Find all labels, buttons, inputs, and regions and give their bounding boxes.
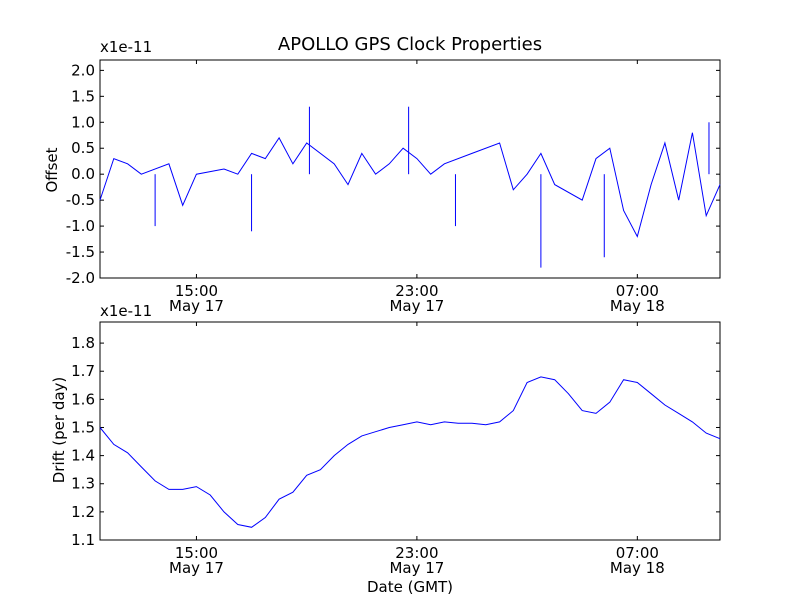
offset-ytick-label: 0.0 (71, 165, 95, 183)
drift-xtick-time: 23:00 (395, 544, 438, 562)
drift-y-axis-label: Drift (per day) (50, 377, 68, 484)
offset-y-multiplier: x1e-11 (100, 38, 152, 56)
drift-xtick-time: 07:00 (616, 544, 659, 562)
drift-ytick-label: 1.7 (71, 362, 95, 380)
offset-xtick-time: 23:00 (395, 282, 438, 300)
drift-ytick-label: 1.8 (71, 334, 95, 352)
drift-xtick-date: May 17 (389, 559, 444, 577)
chart-title: APOLLO GPS Clock Properties (278, 34, 542, 55)
offset-spikes (154, 106, 710, 268)
drift-ytick-label: 1.2 (71, 503, 95, 521)
offset-ytick-label: -2.0 (66, 269, 95, 287)
drift-y-multiplier: x1e-11 (100, 302, 152, 320)
drift-panel: Drift (per day) x1e-11 1.11.21.31.41.51.… (50, 302, 721, 577)
offset-ytick-label: -0.5 (66, 191, 95, 209)
drift-xtick-time: 15:00 (175, 544, 218, 562)
drift-ytick-label: 1.3 (71, 475, 95, 493)
offset-xtick-date: May 18 (610, 297, 665, 315)
offset-ytick-label: 2.0 (71, 61, 95, 79)
offset-ytick-label: -1.0 (66, 217, 95, 235)
offset-xtick-time: 07:00 (616, 282, 659, 300)
offset-series-line (99, 132, 721, 238)
drift-plot-frame (99, 321, 721, 541)
drift-ytick-labels: 1.1 1.2 1.3 1.4 1.5 1.6 1.7 1.8 (71, 334, 95, 549)
drift-xtick-date: May 18 (610, 559, 665, 577)
drift-ytick-label: 1.5 (71, 418, 95, 436)
offset-ytick-label: 1.0 (71, 113, 95, 131)
drift-ytick-label: 1.1 (71, 531, 95, 549)
offset-panel: Offset x1e-11 -2.0 -1.5 -1.0 -0.5 0.0 0.5 1.0 1… (43, 38, 721, 315)
offset-ytick-label: 0.5 (71, 139, 95, 157)
offset-xtick-time: 15:00 (175, 282, 218, 300)
drift-ticks (100, 322, 720, 541)
offset-xtick-date: May 17 (389, 297, 444, 315)
drift-series-line (99, 376, 721, 528)
offset-plot-frame (99, 59, 721, 279)
drift-ytick-label: 1.4 (71, 447, 95, 465)
offset-ytick-labels: -2.0 -1.5 -1.0 -0.5 0.0 0.5 1.0 1.5 2.0 (66, 61, 95, 287)
offset-ytick-label: -1.5 (66, 243, 95, 261)
x-axis-label: Date (GMT) (367, 578, 453, 596)
drift-xtick-date: May 17 (169, 559, 224, 577)
offset-ytick-label: 1.5 (71, 87, 95, 105)
drift-ytick-label: 1.6 (71, 390, 95, 408)
offset-xtick-date: May 17 (169, 297, 224, 315)
offset-y-axis-label: Offset (43, 147, 61, 192)
offset-ticks (100, 60, 720, 279)
